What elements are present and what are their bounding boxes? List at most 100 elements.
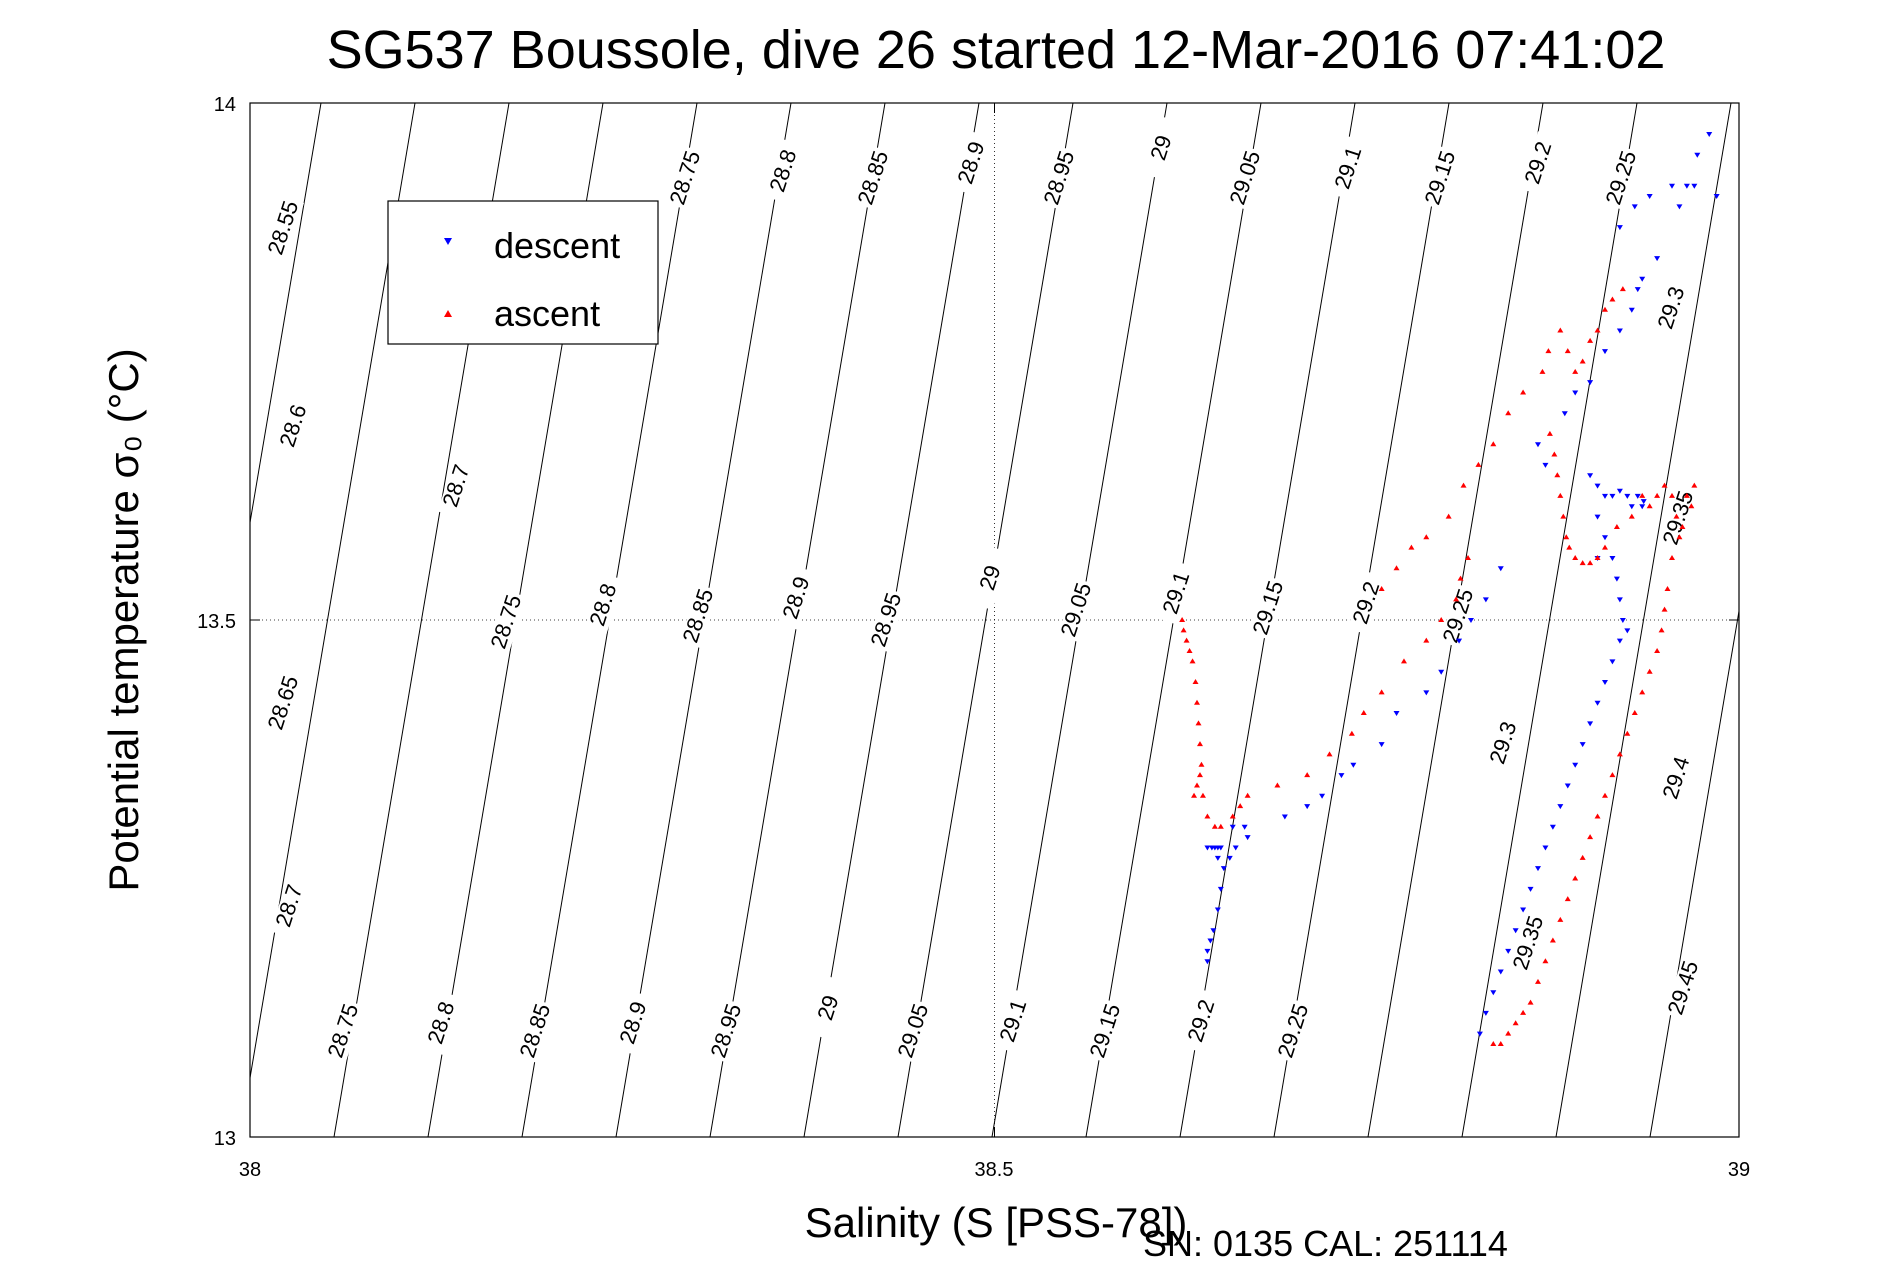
descent-point <box>1561 411 1568 417</box>
ascent-point <box>1639 689 1646 695</box>
ascent-point <box>1505 410 1512 416</box>
ascent-point <box>1594 813 1601 819</box>
ascent-point <box>1186 648 1193 654</box>
descent-point <box>1393 711 1400 717</box>
ascent-point <box>1587 560 1594 566</box>
ascent-point <box>1579 358 1586 364</box>
descent-point <box>1587 380 1594 386</box>
ascent-point <box>1587 337 1594 343</box>
isopycnal-label-bg <box>679 584 720 649</box>
descent-point <box>1634 287 1641 293</box>
descent-point <box>1557 804 1564 810</box>
isopycnal-label-bg <box>1484 711 1525 776</box>
descent-point <box>1601 535 1608 541</box>
isopycnal-label-bg <box>584 573 625 638</box>
isopycnal-label-bg <box>777 566 818 631</box>
ascent-point <box>1539 368 1546 374</box>
isopycnal-line-18 <box>991 103 1168 1137</box>
isopycnal-label-bg <box>1519 131 1560 196</box>
descent-point <box>1549 824 1556 830</box>
ascent-point <box>1587 834 1594 840</box>
ascent-point <box>1624 730 1631 736</box>
descent-point <box>1634 493 1641 499</box>
isopycnal-line-23 <box>1461 103 1638 1137</box>
isopycnal-label-bg <box>971 546 1012 611</box>
descent-point <box>1476 1031 1483 1037</box>
x-tick-label-38-5: 38.5 <box>975 1159 1014 1181</box>
descent-point <box>1616 328 1623 334</box>
ascent-point <box>1217 823 1224 829</box>
ascent-point <box>1616 751 1623 757</box>
ascent-point <box>1520 1009 1527 1015</box>
descent-point <box>1639 276 1646 282</box>
descent-point <box>1217 845 1224 851</box>
ascent-point <box>1654 648 1661 654</box>
descent-point <box>1220 866 1227 872</box>
isopycnal-line-20 <box>1179 103 1356 1137</box>
descent-point <box>1594 483 1601 489</box>
ascent-point <box>1497 1040 1504 1046</box>
descent-point <box>1338 773 1345 779</box>
ascent-point <box>1572 368 1579 374</box>
isopycnal-label-bg <box>1439 584 1480 649</box>
descent-point <box>1467 618 1474 623</box>
ascent-point <box>1445 513 1452 519</box>
ascent-point <box>1679 523 1686 529</box>
isopycnal-label-bg <box>1226 146 1267 211</box>
isopycnal-label-bg <box>437 454 478 519</box>
descent-point <box>1683 183 1690 189</box>
descent-point <box>1609 659 1616 665</box>
ascent-point <box>1594 554 1601 560</box>
ascent-point <box>1572 554 1579 560</box>
ascent-point <box>1557 492 1564 498</box>
isopycnal-line-4 <box>0 0 26 1137</box>
ascent-point <box>1393 565 1400 571</box>
descent-point <box>1587 721 1594 727</box>
descent-point <box>1204 948 1211 954</box>
descent-point <box>1281 814 1288 820</box>
isopycnal-label-bg <box>809 976 850 1041</box>
ascent-point <box>1683 492 1690 498</box>
descent-point <box>1512 928 1519 934</box>
ascent-point <box>1408 544 1415 550</box>
isopycnal-label-bg <box>1509 911 1550 976</box>
legend: descent ascent <box>387 200 659 345</box>
ascent-point <box>1453 596 1460 602</box>
isopycnal-label-bg <box>1652 276 1693 341</box>
legend-descent-label: descent <box>494 225 620 266</box>
ascent-point <box>1198 761 1205 767</box>
descent-point <box>1482 1010 1489 1016</box>
descent-point <box>1616 597 1623 603</box>
ascent-point <box>1628 513 1635 519</box>
descent-point <box>1572 390 1579 396</box>
descent-point <box>1668 183 1675 189</box>
isopycnal-label-bg <box>854 146 895 211</box>
descent-point <box>1609 555 1616 561</box>
ascent-point <box>1304 772 1311 778</box>
ascent-point <box>1676 534 1683 540</box>
descent-point <box>1624 493 1631 499</box>
descent-point <box>1210 928 1217 934</box>
isopycnal-label-bg <box>264 196 305 261</box>
isopycnal-label-bg <box>1157 561 1198 626</box>
descent-point <box>1497 969 1504 975</box>
descent-point <box>1244 835 1251 841</box>
descent-point <box>1676 204 1683 210</box>
ascent-point <box>1348 730 1355 736</box>
ascent-point <box>1179 617 1186 622</box>
ascent-point <box>1560 513 1567 519</box>
ascent-point <box>1378 689 1385 695</box>
ascent-point <box>1204 813 1211 819</box>
descent-point <box>1564 783 1571 789</box>
ascent-point <box>1688 503 1695 509</box>
legend-ascent-marker <box>444 310 452 317</box>
ascent-point <box>1664 585 1671 591</box>
descent-point <box>1713 194 1720 200</box>
ascent-point <box>1557 327 1564 333</box>
isopycnal-label-bg <box>764 139 805 204</box>
descent-point <box>1601 349 1608 355</box>
ascent-point <box>1601 306 1608 312</box>
isopycnal-label-bg <box>1057 578 1098 643</box>
descent-point <box>1706 132 1713 138</box>
